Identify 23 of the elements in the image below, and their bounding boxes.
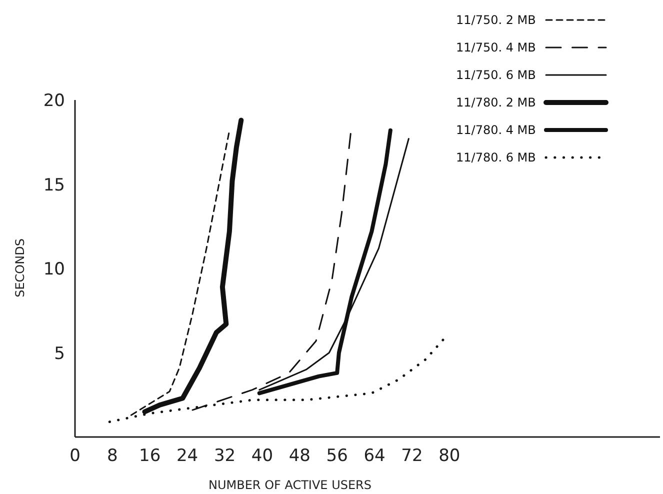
legend-label: 11/750. 4 MB — [456, 40, 536, 54]
legend-label: 11/780. 6 MB — [456, 150, 536, 164]
x-tick-label: 72 — [401, 446, 423, 466]
x-tick-label: 16 — [139, 446, 161, 466]
x-tick-label: 80 — [438, 446, 460, 466]
x-tick-label: 24 — [176, 446, 198, 466]
x-tick-label: 48 — [288, 446, 310, 466]
y-tick-label: 10 — [43, 260, 65, 280]
x-tick-label: 40 — [251, 446, 274, 466]
x-tick-label: 56 — [326, 446, 348, 466]
y-tick-label: 5 — [54, 344, 65, 364]
y-tick-label: 20 — [43, 91, 65, 111]
legend-label: 11/750. 6 MB — [456, 68, 536, 82]
y-axis-title: SECONDS — [13, 238, 27, 298]
x-tick-label: 8 — [107, 446, 118, 466]
x-axis-title: NUMBER OF ACTIVE USERS — [208, 478, 372, 492]
x-tick-label: 64 — [364, 446, 386, 466]
y-tick-label: 15 — [43, 175, 65, 196]
legend-label: 11/780. 4 MB — [456, 123, 536, 137]
x-tick-label: 0 — [70, 446, 80, 466]
legend-label: 11/750. 2 MB — [456, 13, 536, 27]
x-tick-label: 32 — [214, 446, 236, 466]
legend-label: 11/780. 2 MB — [456, 96, 536, 110]
